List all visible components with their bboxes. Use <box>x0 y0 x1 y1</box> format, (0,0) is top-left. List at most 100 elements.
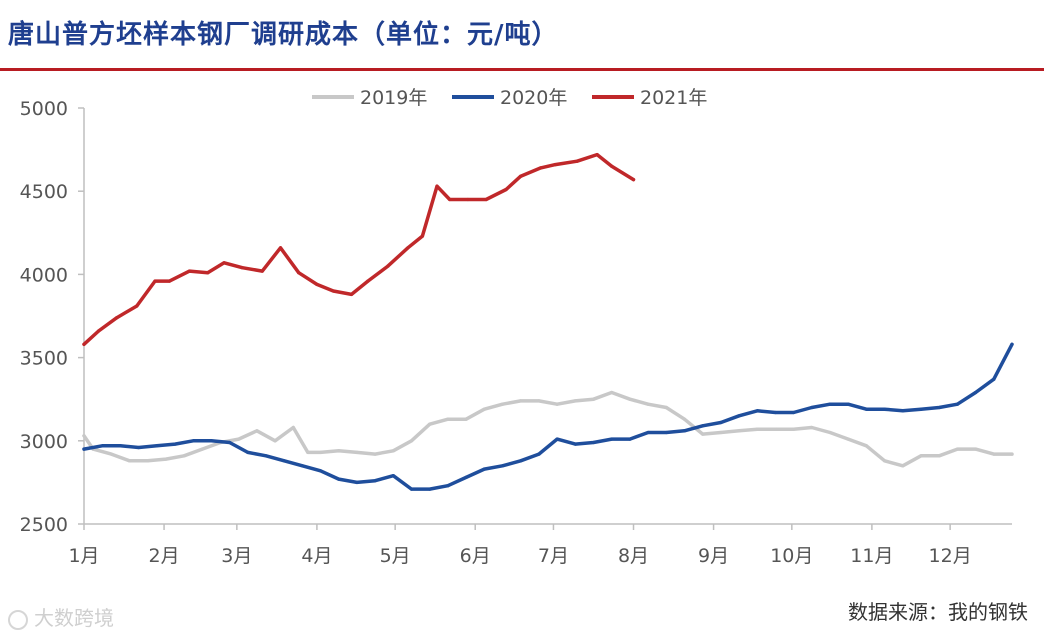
data-point-2019年 <box>591 397 596 401</box>
data-point-2019年 <box>109 452 113 456</box>
data-point-2019年 <box>901 464 905 468</box>
data-point-2020年 <box>173 442 177 446</box>
data-point-2019年 <box>519 399 523 403</box>
data-point-2019年 <box>464 417 468 421</box>
data-point-2020年 <box>391 474 395 478</box>
data-point-2021年 <box>187 269 192 273</box>
data-point-2020年 <box>82 447 86 451</box>
data-point-2020年 <box>828 402 832 406</box>
data-point-2019年 <box>701 432 705 436</box>
data-point-2021年 <box>631 178 636 182</box>
x-tick-label: 10月 <box>770 545 813 567</box>
data-point-2019年 <box>919 454 923 458</box>
data-point-2020年 <box>318 469 323 473</box>
x-tick-label: 12月 <box>929 545 972 567</box>
data-point-2019年 <box>373 452 377 456</box>
data-source: 数据来源：我的钢铁 <box>848 600 1028 624</box>
y-tick-label: 4000 <box>20 264 68 286</box>
data-point-2020年 <box>519 459 523 463</box>
data-point-2020年 <box>737 414 741 418</box>
data-point-2020年 <box>464 475 468 479</box>
x-tick-label: 3月 <box>221 545 252 567</box>
data-point-2020年 <box>246 450 250 454</box>
data-point-2021年 <box>240 266 244 270</box>
data-point-2019年 <box>291 425 295 430</box>
data-point-2020年 <box>409 487 414 491</box>
data-point-2020年 <box>573 442 577 446</box>
data-point-2021年 <box>115 316 119 320</box>
x-tick-label: 5月 <box>380 545 411 567</box>
data-point-2020年 <box>591 440 596 445</box>
title-underline <box>0 68 1044 71</box>
data-point-2020年 <box>300 464 304 468</box>
data-point-2019年 <box>237 437 241 441</box>
data-point-2020年 <box>846 402 850 406</box>
data-point-2019年 <box>864 444 869 448</box>
data-point-2021年 <box>82 342 86 346</box>
data-point-2020年 <box>282 459 286 463</box>
data-point-2021年 <box>595 153 599 157</box>
data-point-2019年 <box>883 459 887 463</box>
data-point-2020年 <box>337 477 341 481</box>
data-point-2020年 <box>719 420 723 425</box>
data-point-2019年 <box>82 434 86 438</box>
data-point-2020年 <box>118 444 122 448</box>
data-point-2021年 <box>222 261 226 265</box>
data-point-2019年 <box>682 417 687 421</box>
data-point-2019年 <box>792 427 796 431</box>
data-point-2020年 <box>446 484 450 488</box>
x-tick-label: 7月 <box>538 545 569 567</box>
data-point-2019年 <box>355 450 359 454</box>
data-point-2021年 <box>519 174 523 178</box>
data-point-2020年 <box>137 445 141 450</box>
data-point-2021年 <box>610 164 614 168</box>
data-point-2021年 <box>297 271 301 275</box>
data-point-2019年 <box>446 417 450 421</box>
data-point-2019年 <box>974 447 978 451</box>
data-point-2019年 <box>664 405 668 410</box>
series-line-2019年 <box>82 390 1014 468</box>
data-point-2019年 <box>318 450 323 454</box>
data-point-2020年 <box>155 444 159 448</box>
x-tick-label: 6月 <box>460 545 491 567</box>
legend-label-2020年: 2020年 <box>500 87 567 109</box>
data-point-2021年 <box>366 279 370 283</box>
data-point-2020年 <box>373 479 377 483</box>
y-tick-label: 3000 <box>20 431 68 453</box>
data-point-2019年 <box>537 399 541 403</box>
data-point-2021年 <box>435 184 439 188</box>
data-point-2020年 <box>755 409 759 413</box>
data-point-2019年 <box>146 459 150 463</box>
watermark: 大数跨境 <box>8 602 114 631</box>
data-point-2019年 <box>200 447 204 451</box>
series-line-2020年 <box>82 342 1014 491</box>
data-point-2021年 <box>420 234 424 238</box>
data-point-2020年 <box>864 407 869 411</box>
data-point-2020年 <box>701 424 705 428</box>
data-point-2019年 <box>719 430 723 435</box>
x-tick-label: 9月 <box>698 545 729 567</box>
data-point-2019年 <box>127 459 132 463</box>
data-point-2019年 <box>500 402 505 406</box>
data-point-2019年 <box>955 447 960 451</box>
data-point-2020年 <box>482 467 486 471</box>
data-point-2020年 <box>646 430 650 435</box>
data-point-2019年 <box>810 425 814 430</box>
data-point-2020年 <box>610 437 614 441</box>
data-point-2021年 <box>331 289 335 293</box>
data-point-2021年 <box>97 329 101 333</box>
data-point-2021年 <box>278 246 283 250</box>
data-point-2019年 <box>273 439 277 443</box>
data-point-2021年 <box>260 269 264 273</box>
data-point-2021年 <box>466 197 470 202</box>
data-point-2021年 <box>406 246 410 250</box>
y-tick-label: 3500 <box>20 348 68 370</box>
data-point-2020年 <box>191 439 195 443</box>
data-point-2021年 <box>386 264 390 268</box>
data-point-2019年 <box>428 422 432 426</box>
data-point-2020年 <box>901 409 905 413</box>
data-point-2020年 <box>537 452 541 456</box>
watermark-text: 大数跨境 <box>34 606 114 630</box>
data-point-2021年 <box>575 159 579 163</box>
x-tick-label: 11月 <box>850 545 893 567</box>
